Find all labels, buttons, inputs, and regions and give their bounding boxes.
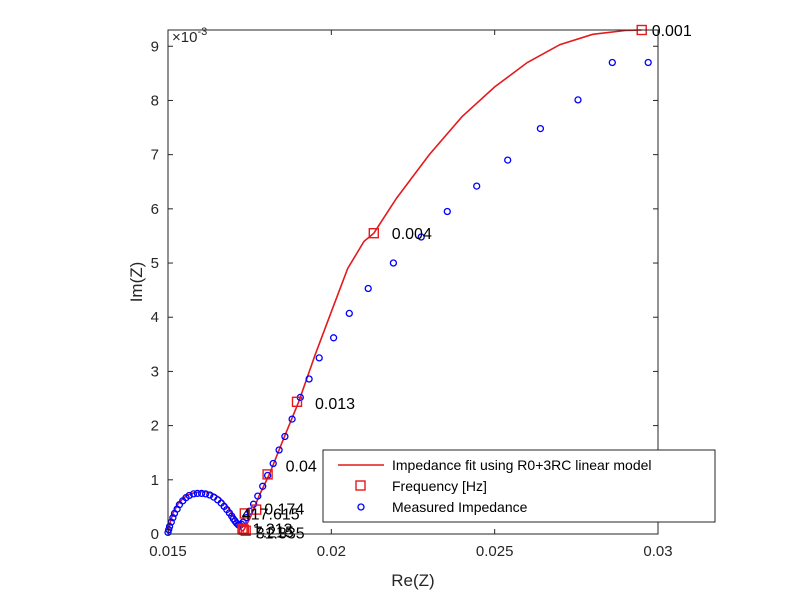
legend-box bbox=[322, 449, 716, 523]
measured-point bbox=[536, 124, 545, 133]
measured-point bbox=[185, 491, 193, 500]
measured-point bbox=[189, 490, 198, 498]
measured-point bbox=[165, 522, 174, 531]
frequency-markers-layer bbox=[237, 24, 647, 536]
measured-point bbox=[417, 233, 425, 241]
x-tick-label: 0.025 bbox=[476, 543, 514, 560]
legend-frequency-label: Frequency [Hz] bbox=[392, 478, 487, 494]
y-tick-label: 0 bbox=[151, 526, 159, 543]
measured-point bbox=[288, 415, 296, 423]
y-tick-label: 3 bbox=[151, 363, 159, 380]
measured-point bbox=[443, 207, 451, 216]
measured-point bbox=[206, 491, 214, 499]
y-exponent-base: ×10 bbox=[172, 29, 197, 46]
measured-point bbox=[197, 489, 206, 498]
measured-point bbox=[345, 309, 353, 318]
measured-point bbox=[315, 354, 323, 362]
measured-point bbox=[269, 459, 277, 468]
measured-points-layer bbox=[164, 58, 652, 537]
measured-point bbox=[644, 58, 652, 67]
y-tick-label: 8 bbox=[151, 92, 159, 109]
measured-point bbox=[608, 58, 616, 67]
y-tick-label: 2 bbox=[151, 418, 159, 435]
measured-point bbox=[504, 156, 512, 164]
frequency-marker bbox=[237, 523, 248, 534]
y-tick-label: 9 bbox=[151, 38, 159, 55]
frequency-marker bbox=[262, 469, 273, 480]
frequency-marker bbox=[240, 525, 251, 536]
legend-frequency-swatch bbox=[355, 480, 366, 491]
frequency-marker bbox=[239, 508, 251, 519]
measured-point bbox=[389, 259, 398, 267]
legend-measured-label: Measured Impedance bbox=[392, 499, 528, 515]
measured-point bbox=[249, 500, 258, 508]
measured-point bbox=[254, 492, 262, 500]
measured-point bbox=[193, 489, 202, 498]
measured-point bbox=[281, 432, 289, 441]
x-tick-label: 0.03 bbox=[643, 543, 672, 560]
frequency-label: 0.004 bbox=[392, 226, 432, 243]
frequency-label: 7.215 bbox=[254, 525, 294, 542]
y-exponent-power: -3 bbox=[197, 26, 207, 38]
frequency-label: 0.174 bbox=[264, 502, 304, 519]
y-tick-label: 4 bbox=[151, 309, 159, 326]
measured-point bbox=[305, 375, 313, 383]
frequency-label: 0.001 bbox=[652, 23, 692, 40]
measured-point bbox=[473, 182, 481, 190]
y-tick-label: 7 bbox=[151, 147, 159, 164]
x-tick-label: 0.015 bbox=[149, 543, 187, 560]
measured-point bbox=[201, 490, 210, 498]
measured-point bbox=[165, 526, 173, 534]
frequency-label: 417.615 bbox=[242, 506, 300, 523]
measured-point bbox=[364, 284, 372, 293]
y-exponent: ×10-3 bbox=[172, 26, 207, 46]
frequency-marker bbox=[250, 504, 262, 515]
legend-fit-label: Impedance fit using R0+3RC linear model bbox=[392, 457, 652, 473]
legend: Impedance fit using R0+3RC linear model … bbox=[322, 449, 716, 523]
measured-point bbox=[329, 334, 338, 342]
ticks-layer bbox=[167, 30, 659, 535]
x-tick-label: 0.02 bbox=[317, 543, 346, 560]
plot-frame bbox=[167, 29, 659, 535]
y-tick-label: 1 bbox=[151, 472, 159, 489]
measured-point bbox=[275, 446, 283, 454]
legend-measured-swatch bbox=[357, 503, 365, 511]
tick-labels-layer: 0.015 0.02 0.025 0.03 0 1 2 3 4 5 6 7 8 9 bbox=[149, 38, 672, 560]
frequency-label: 0.04 bbox=[286, 458, 317, 475]
frequency-label: 0.013 bbox=[315, 396, 355, 413]
frequency-marker bbox=[368, 227, 379, 239]
y-tick-label: 6 bbox=[151, 201, 159, 218]
measured-point bbox=[169, 514, 177, 522]
measured-point bbox=[259, 482, 267, 490]
y-tick-label: 5 bbox=[151, 255, 159, 272]
frequency-marker bbox=[291, 396, 303, 407]
y-axis-label: Im(Z) bbox=[127, 262, 146, 303]
measured-point bbox=[574, 96, 582, 104]
x-axis-label: Re(Z) bbox=[391, 571, 434, 590]
